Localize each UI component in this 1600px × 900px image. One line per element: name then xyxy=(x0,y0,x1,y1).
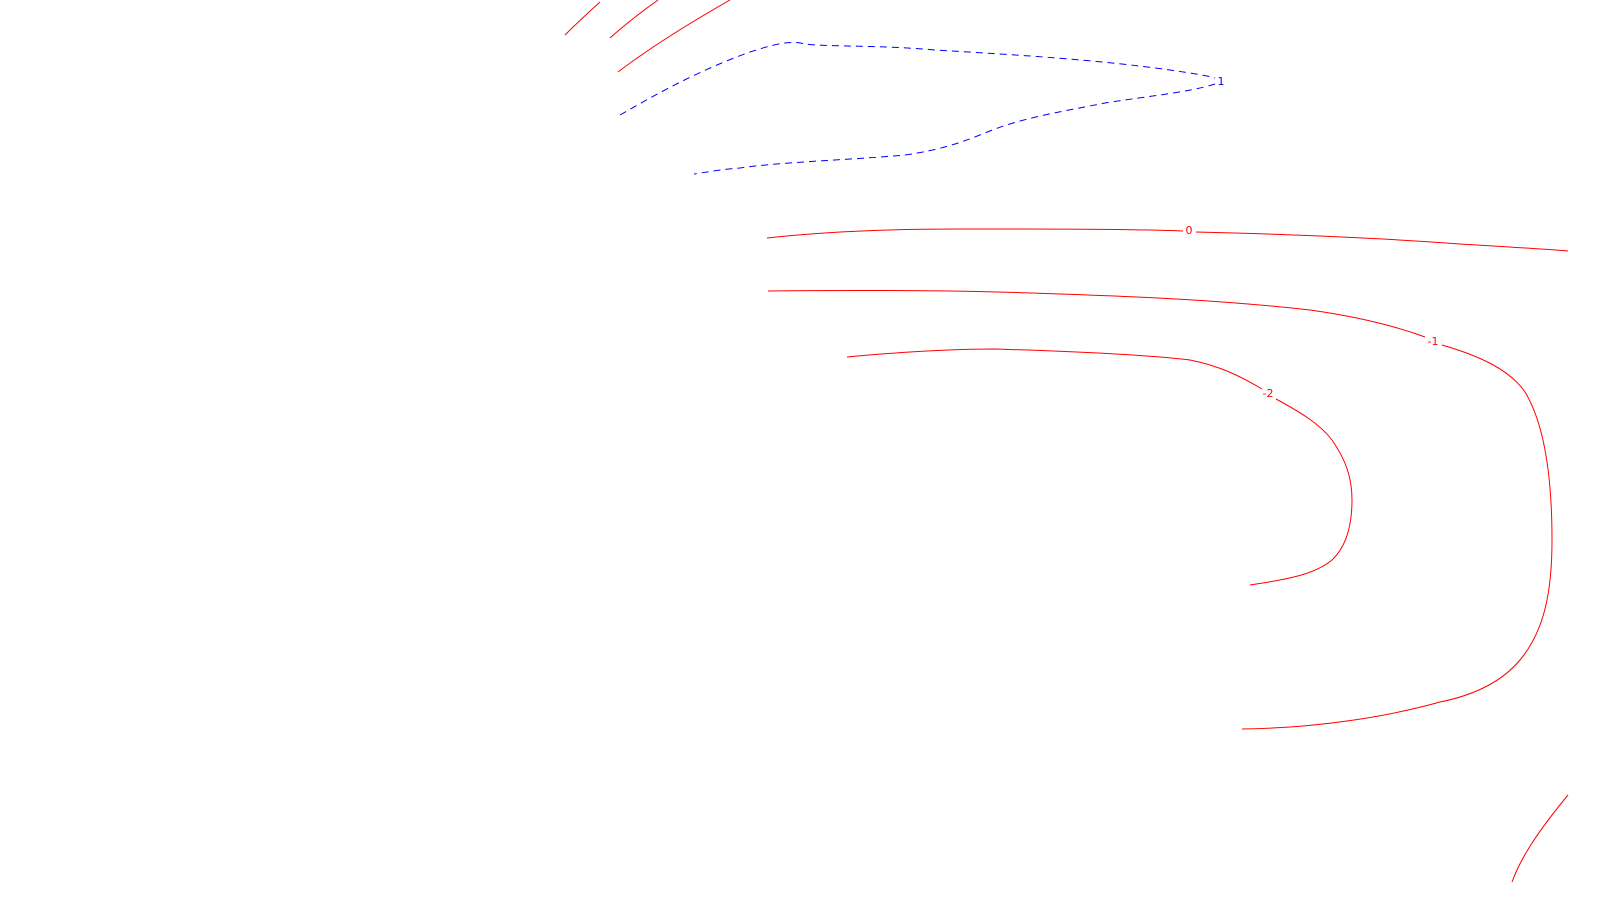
contour-line-level-0 xyxy=(766,228,1184,239)
contour-line-unlabeled xyxy=(564,1,601,36)
contour-line-level-minus-1 xyxy=(767,289,1426,338)
contour-line-unlabeled xyxy=(1511,794,1569,883)
contour-line-level-1 xyxy=(693,83,1216,175)
contour-line-unlabeled xyxy=(609,0,659,39)
contour-label-level-1: 1 xyxy=(1218,75,1225,88)
contour-line-level-minus-2 xyxy=(846,348,1263,390)
contour-line-level-0 xyxy=(1195,231,1569,252)
contour-line-level-1 xyxy=(619,41,1216,116)
contour-line-level-minus-1 xyxy=(1241,344,1553,730)
contour-label-level-0: 0 xyxy=(1186,224,1193,237)
contour-label-level-minus-1: -1 xyxy=(1428,335,1439,348)
contour-line-unlabeled xyxy=(617,0,731,73)
contour-line-level-minus-2 xyxy=(1249,398,1353,586)
contour-label-level-minus-2: -2 xyxy=(1263,387,1274,400)
